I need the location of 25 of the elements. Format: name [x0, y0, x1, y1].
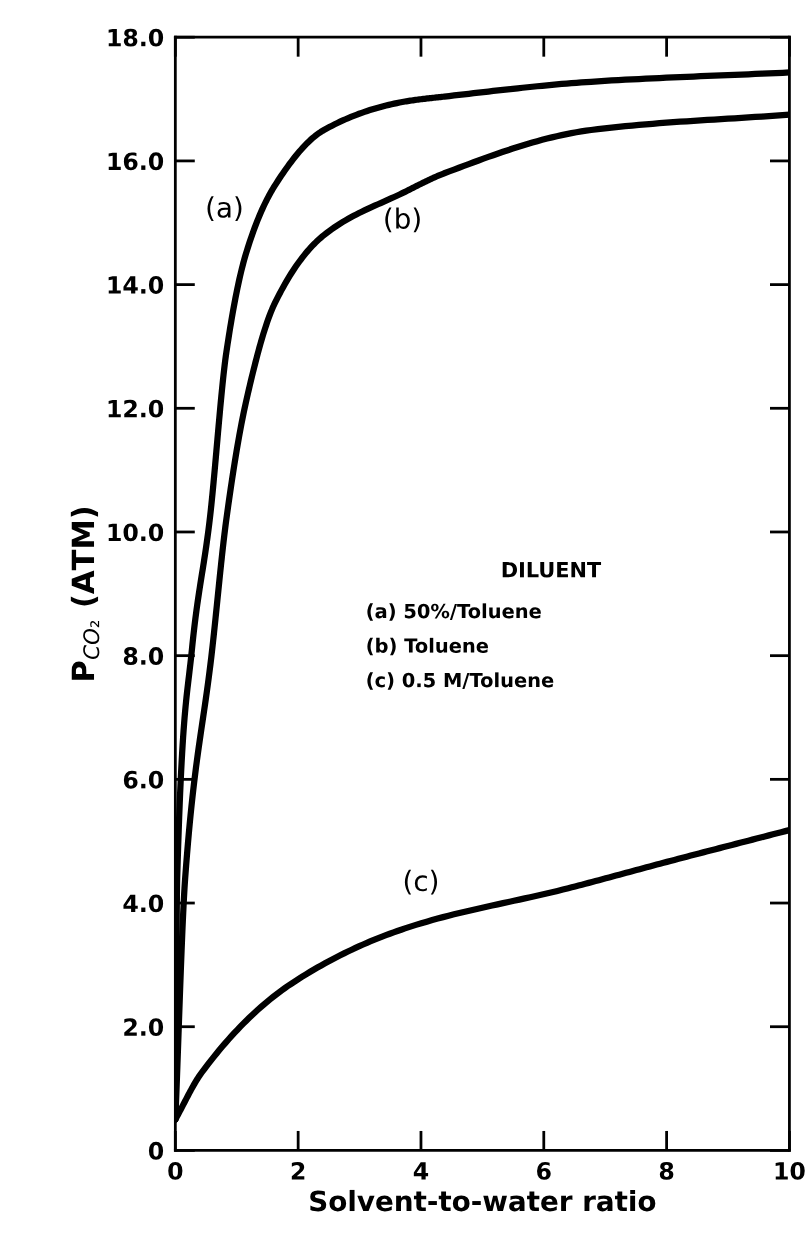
y-tick-label: 6.0 — [123, 770, 164, 789]
y-tick-label: 4.0 — [123, 894, 164, 913]
y-tick-label: 10.0 — [108, 523, 164, 542]
y-tick-label: 14.0 — [108, 276, 164, 294]
x-axis-title: Solvent-to-water ratio — [310, 1189, 656, 1212]
y-tick-label: 2.0 — [124, 1018, 164, 1037]
x-tick-label: 0 — [168, 1161, 183, 1180]
x-tick-label: 2 — [291, 1161, 305, 1180]
y-tick-label: 8.0 — [123, 647, 164, 665]
annotation: (c) 0.5 M/Toluene — [367, 672, 554, 690]
annotation: (a) 50%/Toluene — [367, 603, 541, 621]
x-tick-label: 10 — [775, 1161, 805, 1180]
y-tick-label: 18.0 — [108, 28, 164, 47]
series-label: (a) — [207, 196, 242, 222]
series-label: (b) — [385, 207, 420, 233]
x-tick-label: 4 — [413, 1162, 429, 1180]
x-tick-label: 8 — [659, 1161, 674, 1180]
y-tick-label: 12.0 — [108, 399, 164, 418]
y-axis-title: P$_{CO₂}$ (ATM) — [70, 507, 100, 680]
y-tick-label: 0 — [148, 1141, 164, 1160]
y-tick-label: 16.0 — [108, 152, 164, 171]
annotation: (b) Toluene — [367, 637, 488, 656]
annotation: DILUENT — [502, 562, 602, 578]
series-label: (c) — [404, 869, 438, 895]
x-tick-label: 6 — [537, 1161, 551, 1180]
